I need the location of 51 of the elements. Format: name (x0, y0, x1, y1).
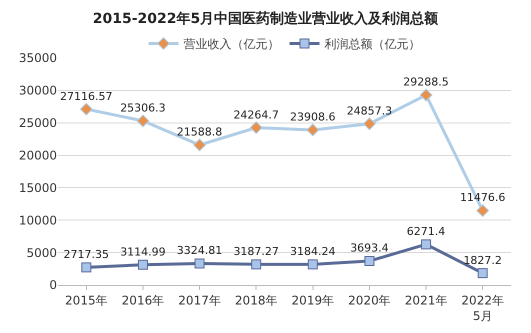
point (138, 260, 148, 270)
data-label: 25306.3 (120, 101, 166, 114)
x-tick-label: 2016年 (122, 293, 164, 308)
y-tick-label: 0 (49, 278, 57, 292)
point (478, 268, 488, 278)
legend-label: 利润总额（亿元） (324, 37, 420, 52)
point (363, 117, 376, 130)
point (193, 138, 206, 152)
point (476, 204, 490, 217)
data-label: 21588.8 (176, 126, 222, 139)
data-label: 1827.2 (463, 254, 502, 267)
data-label: 3324.81 (176, 244, 222, 258)
point (251, 259, 262, 270)
x-tick-label: 2022年 5月 (461, 293, 504, 323)
point (194, 258, 205, 268)
x-tick-label: 2020年 (348, 293, 391, 308)
data-label: 27116.57 (60, 90, 113, 103)
data-label: 24857.3 (346, 104, 392, 118)
point (136, 114, 150, 128)
data-label: 2717.35 (64, 248, 110, 262)
point (80, 102, 93, 116)
y-tick-label: 15000 (18, 180, 57, 195)
data-label: 3693.4 (350, 242, 389, 255)
x-tick-label: 2021年 (404, 293, 448, 308)
data-label: 24264.7 (233, 108, 279, 122)
point (420, 88, 432, 102)
x-tick-label: 2018年 (234, 293, 278, 308)
data-label: 3184.24 (290, 244, 336, 258)
data-label: 6271.4 (406, 224, 446, 238)
point (81, 262, 92, 272)
point (364, 256, 374, 266)
chart-title: 2015-2022年5月中国医药制造业营业收入及利润总额 (92, 10, 440, 28)
y-tick-label: 35000 (18, 51, 57, 66)
x-tick-label: 2019年 (292, 293, 334, 308)
data-label: 3187.27 (233, 244, 279, 258)
y-tick-label: 10000 (18, 213, 57, 228)
data-label: 23908.6 (290, 110, 336, 124)
y-tick-label: 30000 (18, 84, 57, 98)
data-label: 29288.5 (403, 76, 449, 89)
data-label: 11476.6 (460, 191, 506, 204)
point (421, 239, 432, 250)
point (308, 259, 318, 270)
y-tick-label: 25000 (18, 116, 57, 130)
y-tick-label: 20000 (18, 148, 57, 162)
data-label: 3114.99 (120, 245, 166, 258)
x-tick-label: 2017年 (178, 293, 221, 308)
point (306, 124, 320, 136)
y-tick-label: 5000 (26, 246, 57, 260)
point (250, 121, 263, 134)
x-tick-label: 2015年 (65, 293, 108, 308)
legend-label: 营业收入（亿元） (184, 37, 280, 52)
